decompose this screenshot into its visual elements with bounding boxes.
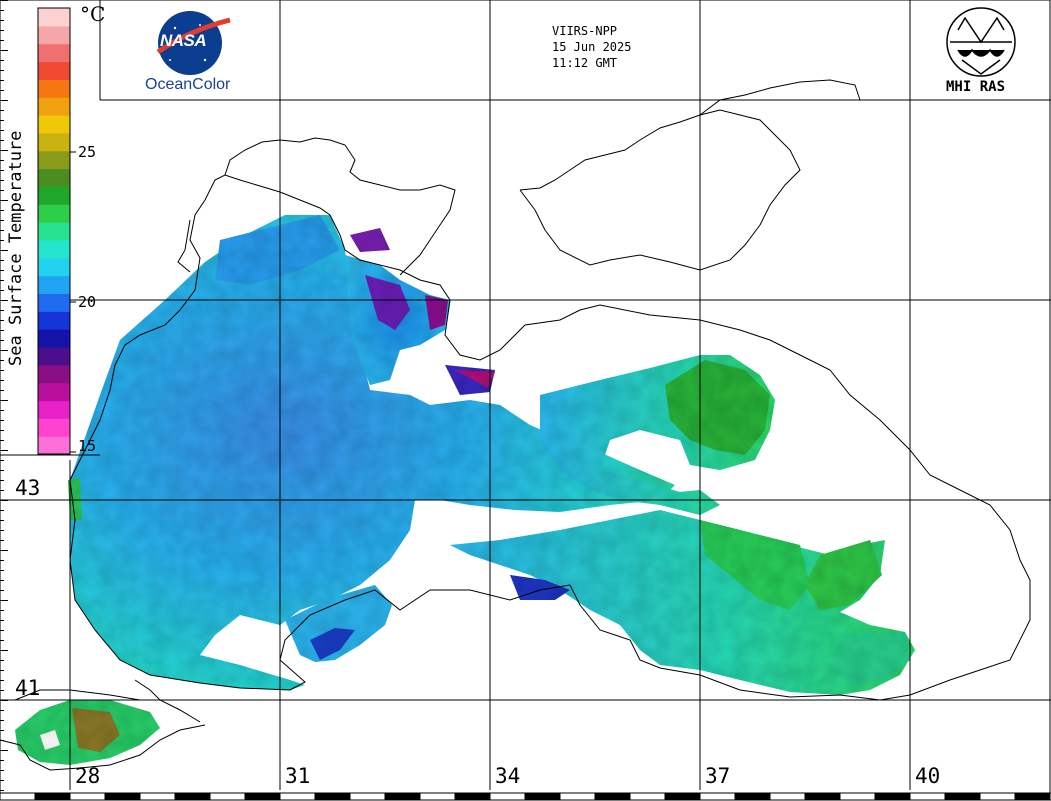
ruler-segment [769, 792, 806, 801]
ruler-segment [279, 792, 316, 801]
ruler-segment [734, 792, 771, 801]
legend-color-swatch [38, 115, 70, 134]
acquisition-info: VIIRS-NPP 15 Jun 2025 11:12 GMT [552, 23, 631, 71]
ruler-segment [699, 792, 736, 801]
legend-tick-15: 15 [78, 437, 97, 455]
ruler-segment [524, 792, 561, 801]
legend-color-swatch [38, 168, 70, 187]
legend-color-swatch [38, 132, 70, 152]
lat-label-41: 41 [15, 676, 41, 700]
ruler-segment [174, 792, 211, 801]
lon-label-34: 34 [495, 764, 521, 788]
legend-color-swatch [38, 61, 70, 80]
legend-color-swatch [38, 311, 70, 330]
legend-tick-20: 20 [78, 293, 97, 311]
nasa-logo-text: NASA [160, 31, 207, 50]
legend-color-swatch [38, 257, 70, 277]
legend-color-swatch [38, 79, 70, 98]
legend-color-swatch [38, 186, 70, 205]
legend-color-swatch [38, 293, 70, 312]
lon-label-28: 28 [75, 764, 101, 788]
legend-colorbar [38, 8, 70, 455]
legend-color-swatch [38, 364, 70, 384]
legend-color-swatch [38, 275, 70, 295]
ruler-segment [1014, 792, 1051, 801]
ruler-segment [34, 792, 71, 801]
sensor-label: VIIRS-NPP [552, 24, 618, 38]
legend-color-swatch [38, 400, 70, 419]
ruler-segment [419, 792, 456, 801]
legend-color-swatch [38, 97, 70, 116]
sst-data-crimea [345, 228, 495, 395]
ruler-segment [69, 792, 106, 801]
legend-color-swatch [38, 382, 70, 402]
lat-label-43: 43 [15, 476, 41, 500]
ruler-segment [384, 792, 421, 801]
legend-color-swatch [38, 150, 70, 170]
ruler-segment [664, 792, 701, 801]
ruler-segment [909, 792, 946, 801]
ruler-segment [349, 792, 386, 801]
oceancolor-logo-text: OceanColor [145, 76, 231, 93]
legend-color-swatch [38, 436, 70, 455]
sst-data-east [450, 355, 915, 695]
mhi-ras-label: MHI RAS [946, 79, 1006, 95]
ruler-segment [489, 792, 526, 801]
ruler-segment [139, 792, 176, 801]
legend-tick-25: 25 [78, 143, 97, 161]
legend-color-swatch [38, 25, 70, 45]
ruler-segment [629, 792, 666, 801]
ruler-segment [944, 792, 981, 801]
legend-color-swatch [38, 43, 70, 63]
lon-label-37: 37 [705, 764, 731, 788]
ruler-segment [594, 792, 631, 801]
ruler-segment [874, 792, 911, 801]
legend-color-swatch [38, 329, 70, 348]
lon-label-40: 40 [915, 764, 941, 788]
ruler-segment [314, 792, 351, 801]
ruler-segment [0, 792, 36, 801]
sst-data-west [70, 215, 675, 690]
legend-color-swatch [38, 418, 70, 437]
legend-color-swatch [38, 239, 70, 259]
legend-color-swatch [38, 222, 70, 241]
ruler-segment [104, 792, 141, 801]
date-label: 15 Jun 2025 [552, 40, 632, 54]
ruler-segment [209, 792, 246, 801]
lon-label-31: 31 [285, 764, 311, 788]
ruler-segment [839, 792, 876, 801]
mhi-logo [946, 7, 1016, 77]
ruler-segment [244, 792, 281, 801]
nasa-logo [156, 11, 231, 75]
legend-unit: °C [80, 2, 106, 26]
ruler-segment [804, 792, 841, 801]
legend-color-swatch [38, 204, 70, 223]
legend-color-swatch [38, 8, 70, 27]
time-label: 11:12 GMT [552, 56, 618, 70]
ruler-segment [559, 792, 596, 801]
ruler-segment [454, 792, 491, 801]
legend-title: Sea Surface Temperature [6, 130, 26, 366]
ruler-segment [979, 792, 1016, 801]
legend-color-swatch [38, 346, 70, 366]
